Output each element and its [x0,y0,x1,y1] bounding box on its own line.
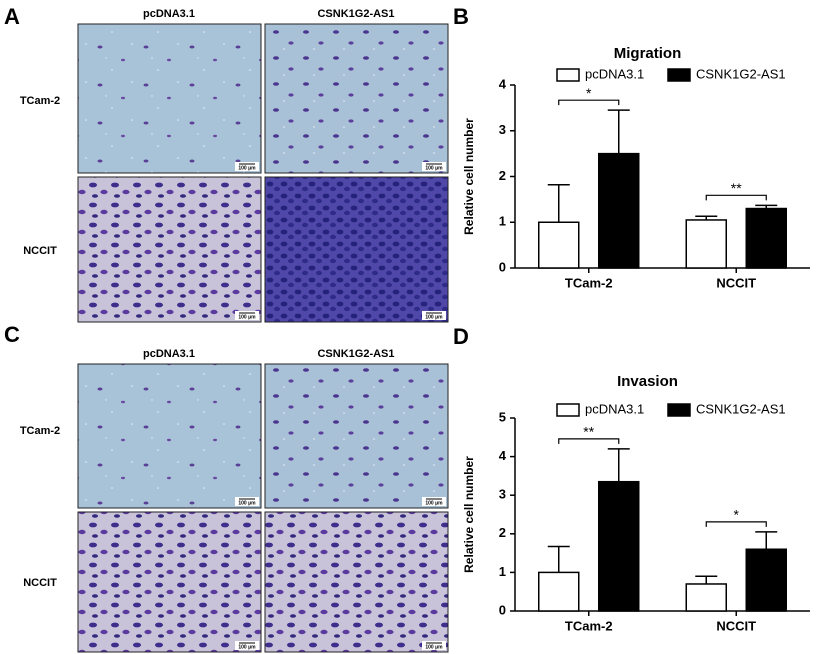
panel-label: A [4,4,20,29]
micrograph [264,23,449,174]
row-header: TCam-2 [20,95,60,107]
bar [598,480,640,612]
micrograph [77,511,262,653]
y-tick-label: 3 [499,487,506,502]
chart-title: Migration [614,45,682,62]
scale-bar-box [235,641,259,650]
scale-bar-label: 100 μm [425,500,443,506]
scale-bar-box [235,162,259,171]
legend-label: CSNK1G2-AS1 [696,401,786,416]
column-header: CSNK1G2-AS1 [317,8,394,20]
x-tick-label: TCam-2 [565,618,613,633]
y-tick-label: 1 [499,214,506,229]
scale-bar-box [422,311,446,320]
y-axis-label: Relative cell number [462,118,476,235]
bar [538,221,580,269]
x-tick-label: NCCIT [716,275,756,290]
bar [598,152,640,269]
legend-label: pcDNA3.1 [585,401,644,416]
bar [745,548,787,612]
x-tick-label: TCam-2 [565,275,613,290]
scale-bar-label: 100 μm [425,314,443,320]
significance-label: ** [583,424,594,440]
legend-swatch [667,68,691,82]
micrograph [77,363,262,509]
y-tick-label: 0 [499,602,506,617]
row-header: NCCIT [23,577,57,589]
column-header: pcDNA3.1 [143,348,195,360]
significance-bracket [558,438,620,444]
scale-bar-label: 100 μm [238,165,256,171]
legend-label: pcDNA3.1 [585,66,644,81]
x-tick-label: NCCIT [716,618,756,633]
y-tick-label: 4 [499,448,507,463]
y-tick-label: 0 [499,259,506,274]
bar [685,219,727,269]
scale-bar-box [422,497,446,506]
scale-bar-label: 100 μm [425,644,443,650]
y-tick-label: 2 [499,168,506,183]
scale-bar-label: 100 μm [425,165,443,171]
micrograph [264,511,449,653]
row-header: NCCIT [23,245,57,257]
row-header: TCam-2 [20,425,60,437]
y-tick-label: 3 [499,122,506,137]
bar [685,583,727,612]
micrograph [77,23,262,174]
scale-bar-box [235,497,259,506]
micrograph [264,176,449,323]
y-tick-label: 2 [499,525,506,540]
scale-bar-box [235,311,259,320]
panel-label: C [4,322,20,347]
scale-bar-box [422,162,446,171]
significance-label: ** [731,180,742,196]
panel-label: B [453,4,469,29]
y-axis-label: Relative cell number [462,456,476,573]
y-tick-label: 4 [499,76,507,91]
significance-bracket [705,194,767,201]
legend-label: CSNK1G2-AS1 [696,66,786,81]
legend-swatch [556,403,580,417]
panel-label: D [453,324,469,349]
column-header: pcDNA3.1 [143,8,195,20]
micrograph [77,176,262,323]
bar [538,571,580,612]
legend-swatch [556,68,580,82]
significance-bracket [705,521,767,527]
significance-label: * [586,85,592,101]
significance-label: * [734,507,740,523]
bar [745,207,787,269]
y-tick-label: 1 [499,564,506,579]
column-header: CSNK1G2-AS1 [317,348,394,360]
scale-bar-label: 100 μm [238,500,256,506]
y-tick-label: 5 [499,409,506,424]
scale-bar-box [422,641,446,650]
scale-bar-label: 100 μm [238,644,256,650]
legend-swatch [667,403,691,417]
chart-title: Invasion [617,373,678,390]
scale-bar-label: 100 μm [238,314,256,320]
significance-bracket [558,99,620,106]
micrograph [264,363,449,509]
